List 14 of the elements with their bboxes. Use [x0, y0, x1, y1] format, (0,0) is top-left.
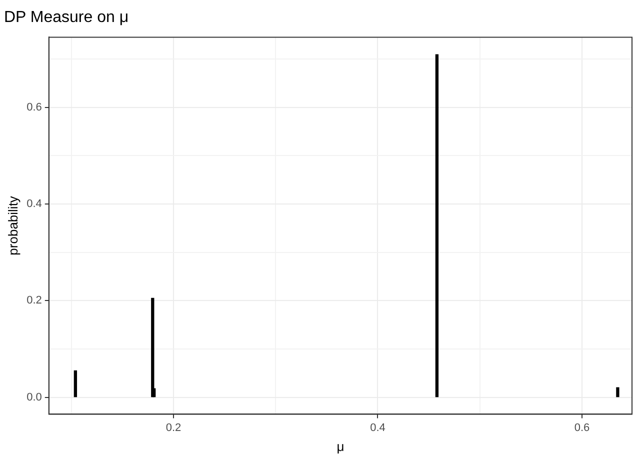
y-tick-label: 0.2 — [26, 294, 42, 307]
bar — [435, 54, 439, 398]
y-tick-label: 0.4 — [26, 198, 42, 210]
y-axis-title: probability — [5, 196, 20, 256]
y-tick-label: 0.0 — [26, 391, 42, 404]
x-tick-label: 0.2 — [166, 422, 182, 434]
x-tick-label: 0.6 — [574, 422, 590, 434]
chart-title: DP Measure on μ — [4, 9, 129, 26]
bar — [74, 370, 78, 398]
x-axis-title: μ — [336, 438, 344, 454]
x-tick-label: 0.4 — [370, 422, 386, 434]
y-tick-label: 0.6 — [26, 101, 42, 114]
bar — [151, 298, 154, 398]
bar — [616, 387, 620, 398]
